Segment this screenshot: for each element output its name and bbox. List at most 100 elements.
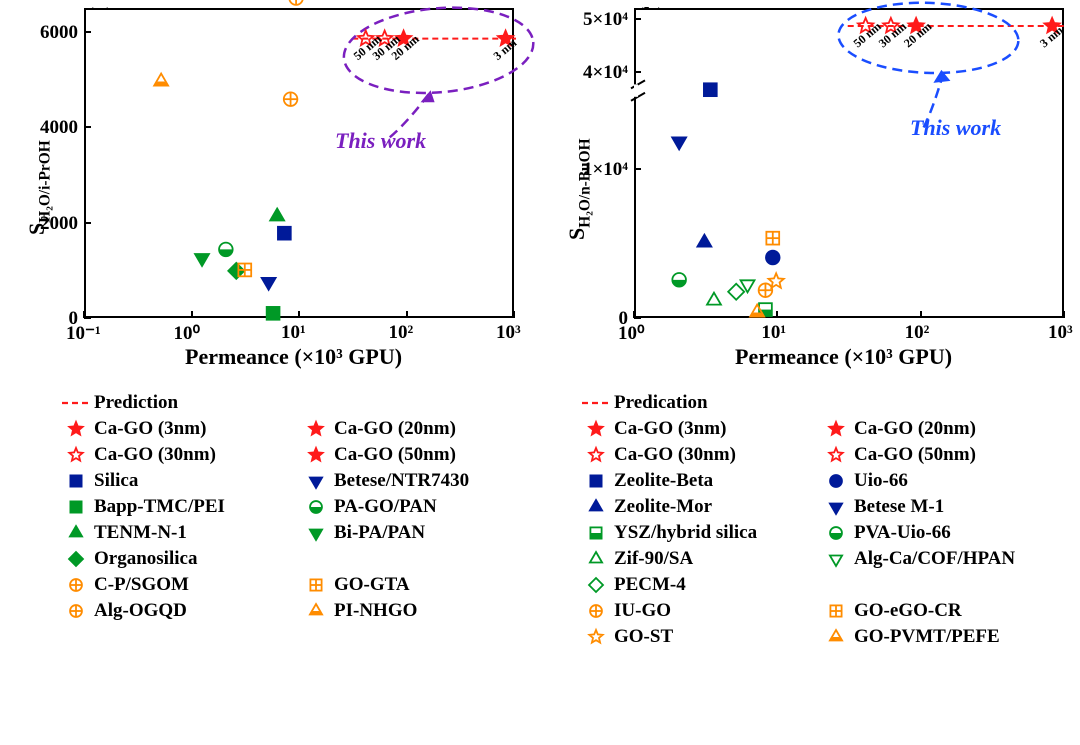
legend-item: Bapp-TMC/PEI [60, 494, 300, 520]
legend-label: Ca-GO (30nm) [94, 444, 216, 466]
plot-b-svg: 3 nm20 nm30 nm50 nm [636, 10, 1066, 320]
legend-label: PECM-4 [614, 574, 686, 596]
legend-row: YSZ/hybrid silica PVA-Uio-66 [580, 520, 1075, 546]
legend-item: Betese/NTR7430 [300, 468, 469, 494]
legend-label: Ca-GO (50nm) [854, 444, 976, 466]
panel-a: (a) 3 nm20 nm30 nm50 nm Permeance (×10³ … [0, 0, 540, 380]
plot-b-xtitle: Permeance (×10³ GPU) [735, 344, 952, 370]
legend-item: Uio-66 [820, 468, 908, 494]
legend-label: Bapp-TMC/PEI [94, 496, 225, 518]
legend-item: Zeolite-Beta [580, 468, 820, 494]
legend-label: PVA-Uio-66 [854, 522, 951, 544]
legend-item: GO-eGO-CR [820, 598, 962, 624]
plot-a-svg: 3 nm20 nm30 nm50 nm [86, 10, 516, 320]
legend-row: TENM-N-1 Bi-PA/PAN [60, 520, 535, 546]
legend-label: C-P/SGOM [94, 574, 189, 596]
legend-item: Ca-GO (20nm) [820, 416, 976, 442]
legend-label: Prediction [94, 392, 178, 414]
legend-item: Alg-OGQD [60, 598, 300, 624]
legend-label: Betese/NTR7430 [334, 470, 469, 492]
legend-a: PredictionCa-GO (3nm)Ca-GO (20nm)Ca-GO (… [60, 390, 535, 624]
legend-item: Bi-PA/PAN [300, 520, 425, 546]
legend-row: Zif-90/SA Alg-Ca/COF/HPAN [580, 546, 1075, 572]
legend-item: TENM-N-1 [60, 520, 300, 546]
plot-a-area: 3 nm20 nm30 nm50 nm [84, 8, 514, 318]
legend-item: PECM-4 [580, 572, 686, 598]
legend-item: Ca-GO (50nm) [820, 442, 976, 468]
legend-item: IU-GO [580, 598, 820, 624]
legend-label: Uio-66 [854, 470, 908, 492]
legend-row: IU-GO GO-eGO-CR [580, 598, 1075, 624]
legend-label: Silica [94, 470, 138, 492]
legend-item: C-P/SGOM [60, 572, 300, 598]
this-work-a: This work [335, 128, 426, 154]
legend-item: Alg-Ca/COF/HPAN [820, 546, 1015, 572]
legend-item: Ca-GO (30nm) [60, 442, 300, 468]
legend-item: Ca-GO (30nm) [580, 442, 820, 468]
legend-label: Ca-GO (30nm) [614, 444, 736, 466]
legend-item: Ca-GO (3nm) [580, 416, 820, 442]
legend-row: Bapp-TMC/PEI PA-GO/PAN [60, 494, 535, 520]
legend-item: PVA-Uio-66 [820, 520, 951, 546]
legend-item: GO-GTA [300, 572, 410, 598]
legend-label: IU-GO [614, 600, 671, 622]
legend-row: Predication [580, 390, 1075, 416]
legend-label: Predication [614, 392, 708, 414]
legend-label: GO-GTA [334, 574, 410, 596]
legend-label: Zeolite-Mor [614, 496, 712, 518]
plot-b-ytitle: SH₂O/n-BuOH [564, 138, 594, 240]
panel-b: (b) 3 nm20 nm30 nm50 nm Permeance (×10³ … [540, 0, 1080, 380]
legend-b: PredicationCa-GO (3nm)Ca-GO (20nm)Ca-GO … [580, 390, 1075, 650]
legend-row: PECM-4 [580, 572, 1075, 598]
legend-label: Alg-OGQD [94, 600, 187, 622]
legend-item: Ca-GO (20nm) [300, 416, 456, 442]
legend-item: Ca-GO (3nm) [60, 416, 300, 442]
legend-item: Betese M-1 [820, 494, 944, 520]
legend-item: Organosilica [60, 546, 197, 572]
legend-row: Ca-GO (30nm) Ca-GO (50nm) [60, 442, 535, 468]
legend-row: Organosilica [60, 546, 535, 572]
legend-label: Organosilica [94, 548, 197, 570]
legend-label: GO-ST [614, 626, 673, 648]
legend-label: Ca-GO (20nm) [854, 418, 976, 440]
legend-item: GO-ST [580, 624, 820, 650]
legend-item: Prediction [60, 390, 178, 416]
legend-label: GO-eGO-CR [854, 600, 962, 622]
legend-label: Alg-Ca/COF/HPAN [854, 548, 1015, 570]
legend-row: GO-ST GO-PVMT/PEFE [580, 624, 1075, 650]
legend-row: Zeolite-Mor Betese M-1 [580, 494, 1075, 520]
legend-label: GO-PVMT/PEFE [854, 626, 1000, 648]
legend-row: Alg-OGQD PI-NHGO [60, 598, 535, 624]
legend-label: Betese M-1 [854, 496, 944, 518]
svg-text:3 nm: 3 nm [491, 36, 520, 63]
legend-item: YSZ/hybrid silica [580, 520, 820, 546]
legend-item: GO-PVMT/PEFE [820, 624, 1000, 650]
legend-label: Ca-GO (20nm) [334, 418, 456, 440]
legend-row: Silica Betese/NTR7430 [60, 468, 535, 494]
legend-label: TENM-N-1 [94, 522, 187, 544]
legend-label: Zif-90/SA [614, 548, 693, 570]
legend-label: Ca-GO (3nm) [614, 418, 726, 440]
legend-label: YSZ/hybrid silica [614, 522, 757, 544]
legend-label: Zeolite-Beta [614, 470, 713, 492]
legend-item: Silica [60, 468, 300, 494]
legend-label: Bi-PA/PAN [334, 522, 425, 544]
legend-row: Prediction [60, 390, 535, 416]
legend-item: Ca-GO (50nm) [300, 442, 456, 468]
legend-row: Ca-GO (3nm) Ca-GO (20nm) [60, 416, 535, 442]
legend-row: Ca-GO (30nm) Ca-GO (50nm) [580, 442, 1075, 468]
svg-text:3 nm: 3 nm [1037, 23, 1066, 50]
legend-label: Ca-GO (50nm) [334, 444, 456, 466]
this-work-b: This work [910, 115, 1001, 141]
legend-label: PI-NHGO [334, 600, 417, 622]
legend-label: Ca-GO (3nm) [94, 418, 206, 440]
legend-item: Predication [580, 390, 708, 416]
legend-item: PA-GO/PAN [300, 494, 437, 520]
legend-row: Zeolite-Beta Uio-66 [580, 468, 1075, 494]
legend-item: PI-NHGO [300, 598, 417, 624]
plot-b-area: 3 nm20 nm30 nm50 nm [634, 8, 1064, 318]
legend-item: Zif-90/SA [580, 546, 820, 572]
plot-a-xtitle: Permeance (×10³ GPU) [185, 344, 402, 370]
legend-row: C-P/SGOM GO-GTA [60, 572, 535, 598]
legend-row: Ca-GO (3nm) Ca-GO (20nm) [580, 416, 1075, 442]
